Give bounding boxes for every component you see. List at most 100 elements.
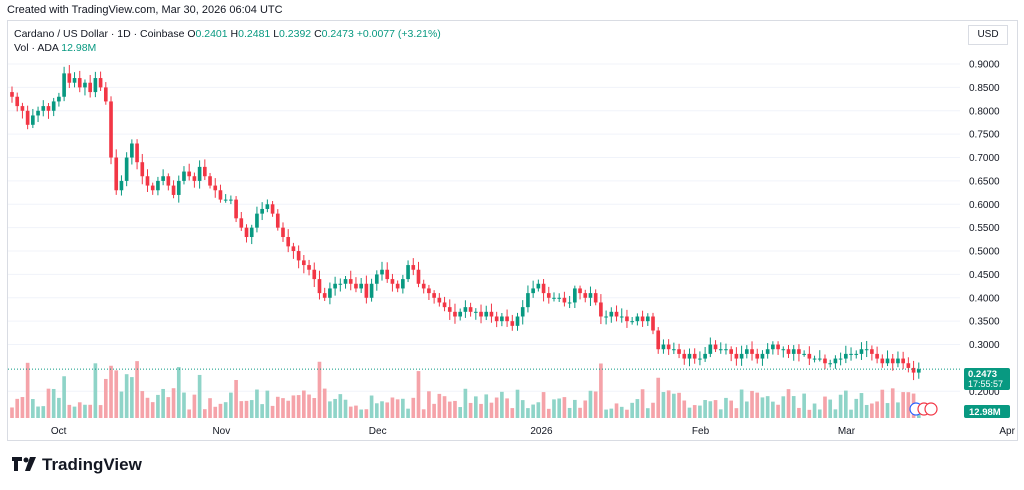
flag-icon — [924, 402, 938, 416]
volume-bar — [906, 392, 911, 418]
x-tick-label: Nov — [212, 426, 230, 437]
volume-bar — [750, 390, 754, 418]
volume-bar — [255, 389, 259, 418]
candle-body — [682, 353, 687, 359]
volume-bar — [854, 398, 859, 418]
candle-body — [541, 283, 546, 294]
volume-bar — [93, 363, 98, 418]
volume-bar — [406, 408, 410, 418]
volume-bar — [526, 408, 530, 418]
price-badge-countdown: 17:55:57 — [968, 379, 1003, 389]
volume-bar — [260, 404, 264, 418]
volume-bar — [322, 388, 327, 418]
x-tick-label: Apr — [999, 426, 1015, 437]
candle-body — [744, 349, 749, 354]
candle-body — [797, 349, 801, 354]
volume-bar — [864, 404, 869, 418]
y-tick-label: 0.6000 — [969, 200, 1000, 211]
candle-body — [703, 353, 707, 359]
candle-body — [208, 176, 212, 186]
candle-body — [573, 288, 577, 303]
candle-body — [156, 180, 160, 191]
candle-body — [150, 185, 155, 191]
volume-bar — [10, 407, 14, 418]
x-tick-label: Dec — [369, 426, 387, 437]
volume-bar — [515, 389, 520, 418]
candle-body — [281, 227, 285, 238]
candle-body — [275, 213, 280, 228]
candle-body — [656, 330, 661, 350]
candle-body — [906, 363, 911, 368]
candle-body — [494, 316, 499, 322]
volume-bar — [192, 394, 197, 418]
candle-body — [724, 349, 728, 351]
x-tick-label: 2026 — [530, 426, 553, 437]
flag-icons[interactable] — [909, 402, 938, 416]
candle-body — [823, 358, 827, 364]
candle-body — [604, 316, 608, 318]
candle-body — [411, 265, 416, 270]
volume-bar — [427, 391, 431, 418]
volume-bar — [734, 408, 739, 418]
candle-body — [838, 358, 843, 360]
currency-button[interactable]: USD — [968, 25, 1008, 45]
volume-badge-value: 12.98M — [969, 407, 1001, 418]
volume-bar — [338, 394, 343, 418]
open-label: O — [187, 28, 196, 40]
candle-body — [536, 283, 541, 289]
candle-body — [817, 358, 822, 360]
volume-bar — [562, 397, 567, 418]
volume-bar — [552, 399, 556, 418]
volume-bar — [520, 400, 525, 418]
symbol-name[interactable]: Cardano / US Dollar · 1D · Coinbase — [14, 28, 185, 40]
volume-bar — [140, 391, 145, 418]
volume-bar — [588, 390, 593, 418]
candle-body — [765, 349, 770, 354]
volume-bar — [781, 396, 786, 418]
candle-body — [687, 353, 692, 359]
chart-frame[interactable] — [7, 20, 1018, 441]
volume-bar — [270, 405, 275, 418]
volume-bar — [296, 395, 301, 418]
volume-bar — [333, 398, 337, 418]
volume-bar — [15, 398, 20, 418]
volume-bar — [421, 409, 426, 418]
close-label: C — [314, 28, 322, 40]
volume-bar — [593, 391, 598, 418]
volume-bar — [729, 400, 734, 418]
volume-bar — [828, 399, 833, 418]
candle-body — [479, 311, 483, 317]
volume-bar — [510, 408, 515, 418]
volume-bar — [797, 407, 801, 418]
volume-bar — [718, 409, 723, 418]
brand-footer: TradingView — [12, 455, 142, 476]
candle-body — [385, 269, 390, 280]
volume-bar — [458, 407, 463, 418]
candle-body — [328, 288, 332, 298]
candle-body — [41, 106, 46, 111]
candle-body — [114, 157, 119, 191]
volume-bar — [489, 402, 494, 418]
candle-body — [526, 293, 530, 308]
candle-body — [239, 218, 244, 228]
candle-body — [432, 293, 436, 298]
volume-bar — [599, 363, 603, 418]
candle-body — [46, 106, 51, 111]
y-tick-label: 0.5000 — [969, 247, 1000, 258]
volume-bar — [249, 400, 254, 418]
brand-name: TradingView — [42, 455, 142, 474]
candle-body — [672, 349, 676, 351]
candle-body — [864, 349, 869, 351]
candle-body — [51, 101, 56, 111]
volume-bar — [630, 402, 634, 418]
volume-bar — [708, 401, 713, 418]
candle-body — [202, 166, 207, 177]
candle-body — [901, 358, 905, 364]
volume-bar — [546, 408, 551, 418]
volume-bar — [838, 394, 843, 418]
candle-body — [229, 199, 233, 201]
candle-body — [25, 110, 30, 125]
open-value: 0.2401 — [195, 28, 228, 40]
volume-bar — [291, 395, 296, 418]
